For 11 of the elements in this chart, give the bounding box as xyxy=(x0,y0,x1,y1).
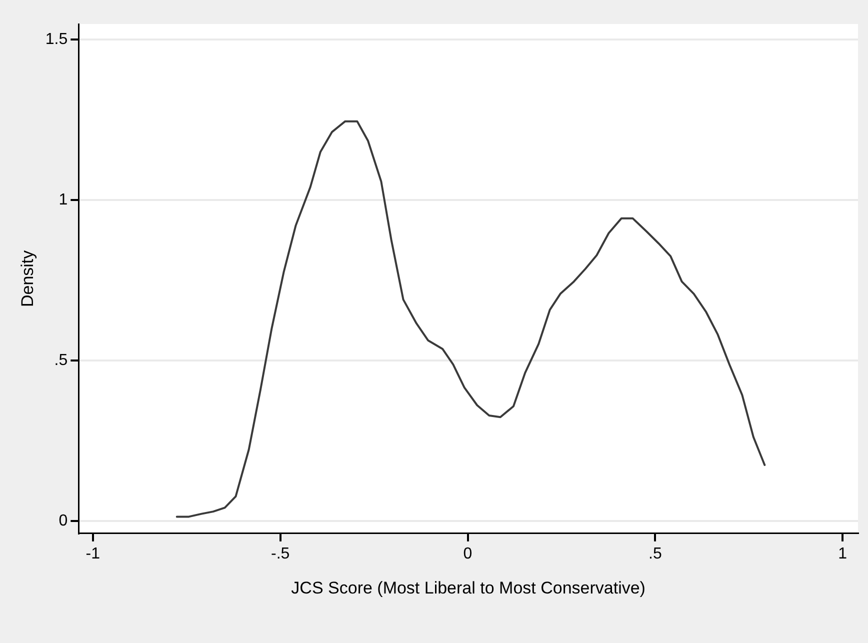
y-tick-label: .5 xyxy=(54,352,68,370)
x-tick-label: 1 xyxy=(838,545,848,562)
x-tick-label: -1 xyxy=(86,545,100,562)
x-tick-label: -.5 xyxy=(270,545,290,562)
x-tick-label: 0 xyxy=(463,545,472,562)
y-tick-label: 1.5 xyxy=(45,30,68,48)
y-axis-title: Density xyxy=(18,250,37,308)
y-tick-label: 0 xyxy=(58,512,68,530)
x-axis-title: JCS Score (Most Liberal to Most Conservative) xyxy=(291,578,646,598)
x-tick-label: .5 xyxy=(648,545,662,562)
y-tick-label: 1 xyxy=(58,191,68,208)
